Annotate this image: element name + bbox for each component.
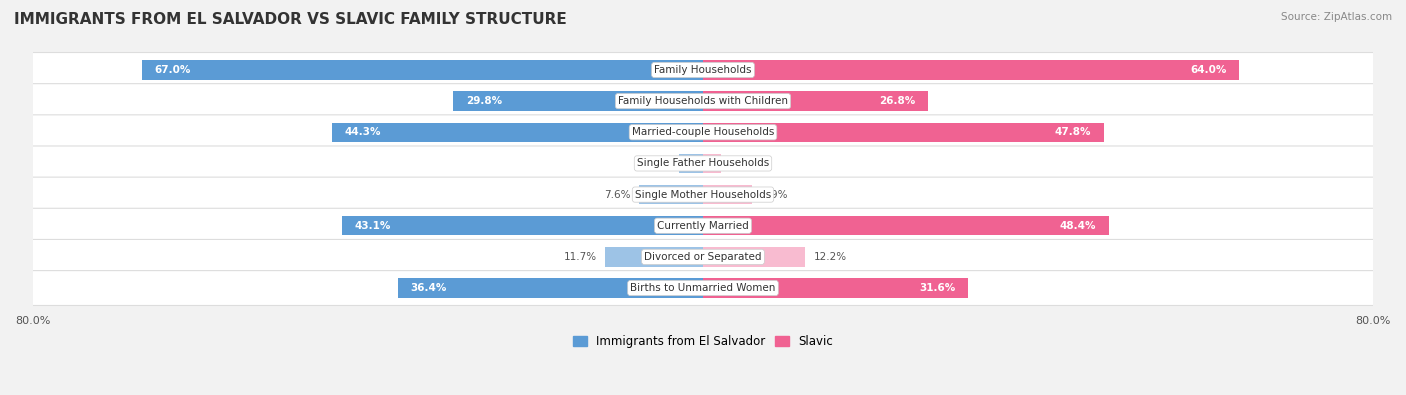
Text: Births to Unmarried Women: Births to Unmarried Women bbox=[630, 283, 776, 293]
Bar bbox=[703, 60, 1239, 80]
Bar bbox=[703, 278, 967, 298]
FancyBboxPatch shape bbox=[24, 239, 1382, 275]
Bar bbox=[703, 216, 1108, 235]
Text: 43.1%: 43.1% bbox=[354, 221, 391, 231]
Bar bbox=[605, 247, 703, 267]
Text: Source: ZipAtlas.com: Source: ZipAtlas.com bbox=[1281, 12, 1392, 22]
Text: 11.7%: 11.7% bbox=[564, 252, 596, 262]
Text: 7.6%: 7.6% bbox=[605, 190, 631, 199]
Text: 36.4%: 36.4% bbox=[411, 283, 447, 293]
Text: 2.9%: 2.9% bbox=[644, 158, 671, 168]
Text: Currently Married: Currently Married bbox=[657, 221, 749, 231]
Bar bbox=[453, 92, 703, 111]
Text: 29.8%: 29.8% bbox=[465, 96, 502, 106]
Bar bbox=[703, 154, 721, 173]
Bar bbox=[703, 122, 1104, 142]
Text: Single Mother Households: Single Mother Households bbox=[636, 190, 770, 199]
Bar bbox=[142, 60, 703, 80]
FancyBboxPatch shape bbox=[24, 271, 1382, 305]
FancyBboxPatch shape bbox=[24, 53, 1382, 87]
Bar bbox=[398, 278, 703, 298]
FancyBboxPatch shape bbox=[24, 208, 1382, 243]
Legend: Immigrants from El Salvador, Slavic: Immigrants from El Salvador, Slavic bbox=[568, 331, 838, 353]
Text: 44.3%: 44.3% bbox=[344, 127, 381, 137]
Bar bbox=[703, 247, 806, 267]
Bar bbox=[703, 92, 928, 111]
Bar bbox=[679, 154, 703, 173]
Text: 31.6%: 31.6% bbox=[920, 283, 955, 293]
Text: Single Father Households: Single Father Households bbox=[637, 158, 769, 168]
Bar bbox=[640, 185, 703, 204]
FancyBboxPatch shape bbox=[24, 177, 1382, 212]
Text: 2.2%: 2.2% bbox=[730, 158, 756, 168]
FancyBboxPatch shape bbox=[24, 84, 1382, 118]
FancyBboxPatch shape bbox=[24, 115, 1382, 150]
Text: 64.0%: 64.0% bbox=[1191, 65, 1226, 75]
Text: 26.8%: 26.8% bbox=[879, 96, 915, 106]
Text: 47.8%: 47.8% bbox=[1054, 127, 1091, 137]
FancyBboxPatch shape bbox=[24, 146, 1382, 181]
Text: IMMIGRANTS FROM EL SALVADOR VS SLAVIC FAMILY STRUCTURE: IMMIGRANTS FROM EL SALVADOR VS SLAVIC FA… bbox=[14, 12, 567, 27]
Bar bbox=[342, 216, 703, 235]
Text: Divorced or Separated: Divorced or Separated bbox=[644, 252, 762, 262]
Bar bbox=[332, 122, 703, 142]
Text: Family Households with Children: Family Households with Children bbox=[619, 96, 787, 106]
Text: Married-couple Households: Married-couple Households bbox=[631, 127, 775, 137]
Text: Family Households: Family Households bbox=[654, 65, 752, 75]
Text: 48.4%: 48.4% bbox=[1060, 221, 1095, 231]
Bar bbox=[703, 185, 752, 204]
Text: 67.0%: 67.0% bbox=[155, 65, 191, 75]
Text: 5.9%: 5.9% bbox=[761, 190, 787, 199]
Text: 12.2%: 12.2% bbox=[814, 252, 846, 262]
